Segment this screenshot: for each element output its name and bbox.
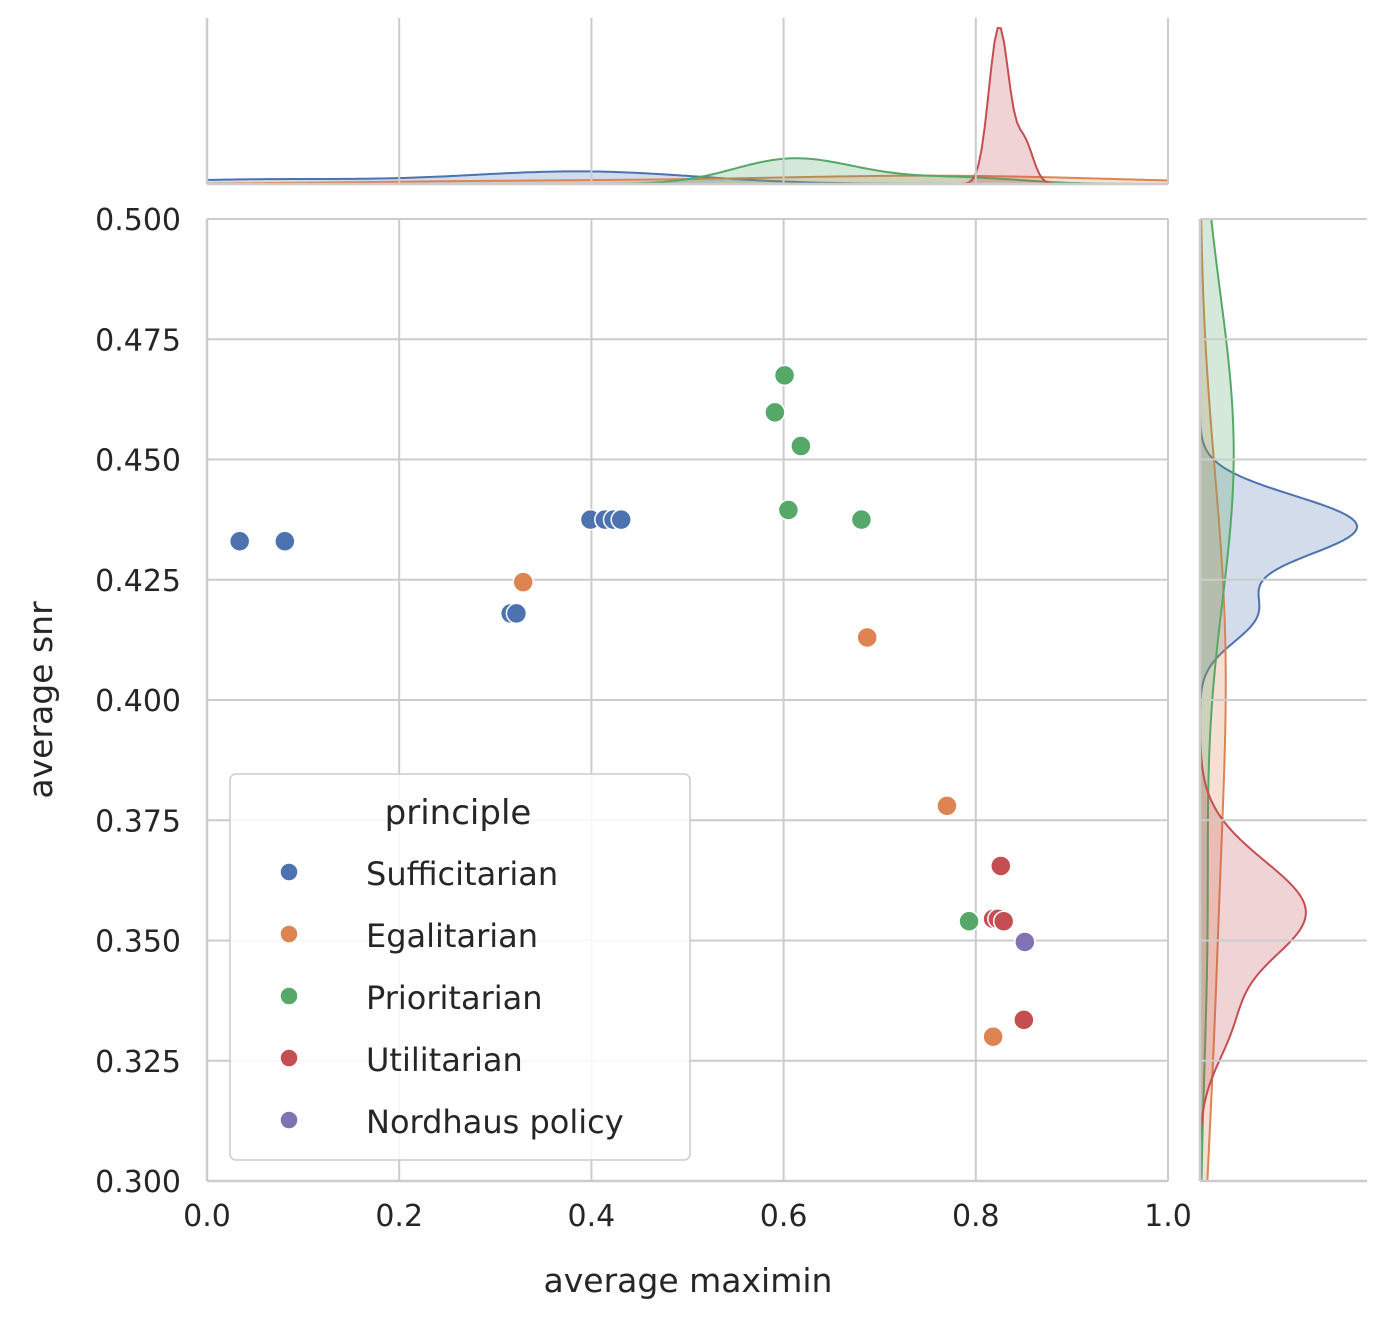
scatter-point xyxy=(274,530,296,553)
x-tick-label: 0.2 xyxy=(375,1199,423,1234)
legend-label: Utilitarian xyxy=(366,1041,523,1079)
scatter-point xyxy=(1014,931,1036,953)
legend-marker xyxy=(279,986,299,1006)
scatter-point xyxy=(1013,1009,1035,1031)
x-tick-label: 0.0 xyxy=(183,1199,231,1234)
scatter-point xyxy=(936,795,958,817)
y-tick-label: 0.425 xyxy=(95,564,181,599)
legend-label: Nordhaus policy xyxy=(366,1103,624,1141)
scatter-point xyxy=(958,910,980,933)
y-tick-label: 0.450 xyxy=(95,444,181,479)
legend-marker xyxy=(279,1048,299,1068)
axis-ticks: 0.0 0.2 0.4 0.6 0.8 1.0 0.300 0.325 0.350 0.375 0.… xyxy=(95,203,1192,1234)
scatter-point xyxy=(992,910,1015,933)
y-tick-label: 0.475 xyxy=(95,323,181,358)
scatter-point xyxy=(610,508,632,531)
legend-label: Egalitarian xyxy=(366,917,538,955)
scatter-point xyxy=(512,571,534,593)
scatter-point xyxy=(790,435,812,457)
scatter-point xyxy=(777,499,800,521)
scatter-point xyxy=(850,508,873,531)
x-tick-label: 1.0 xyxy=(1144,1199,1192,1234)
y-axis-label: average snr xyxy=(21,601,60,799)
legend: principle Sufficitarian Egalitarian Priori… xyxy=(229,773,691,1161)
legend-marker xyxy=(279,862,299,882)
top-kde-fill xyxy=(207,28,1168,184)
scatter-point xyxy=(990,855,1012,877)
scatter-point xyxy=(505,602,528,625)
legend-frame xyxy=(229,773,691,1161)
y-tick-label: 0.400 xyxy=(95,684,181,719)
x-tick-label: 0.6 xyxy=(760,1199,808,1234)
top-kde-fill xyxy=(207,158,1168,184)
y-tick-label: 0.375 xyxy=(95,804,181,839)
legend-marker xyxy=(279,924,299,944)
scatter-point xyxy=(228,530,251,553)
y-tick-label: 0.300 xyxy=(95,1165,181,1200)
legend-marker xyxy=(279,1110,299,1130)
x-tick-label: 0.4 xyxy=(568,1199,616,1234)
x-axis-label: average maximin xyxy=(544,1261,833,1300)
top-marginal-kde xyxy=(206,26,1169,185)
legend-title: principle xyxy=(385,793,532,833)
y-tick-label: 0.350 xyxy=(95,925,181,960)
legend-label: Prioritarian xyxy=(366,979,543,1017)
legend-label: Sufficitarian xyxy=(366,855,558,893)
y-tick-label: 0.325 xyxy=(95,1045,181,1080)
scatter-point xyxy=(773,364,796,387)
x-tick-label: 0.8 xyxy=(952,1199,1000,1234)
plot-axes xyxy=(205,18,1367,1183)
scatter-point xyxy=(982,1025,1004,1048)
scatter-point xyxy=(856,626,878,649)
y-tick-label: 0.500 xyxy=(95,203,181,238)
scatter-points xyxy=(228,364,1036,1048)
scatter-point xyxy=(764,401,786,424)
